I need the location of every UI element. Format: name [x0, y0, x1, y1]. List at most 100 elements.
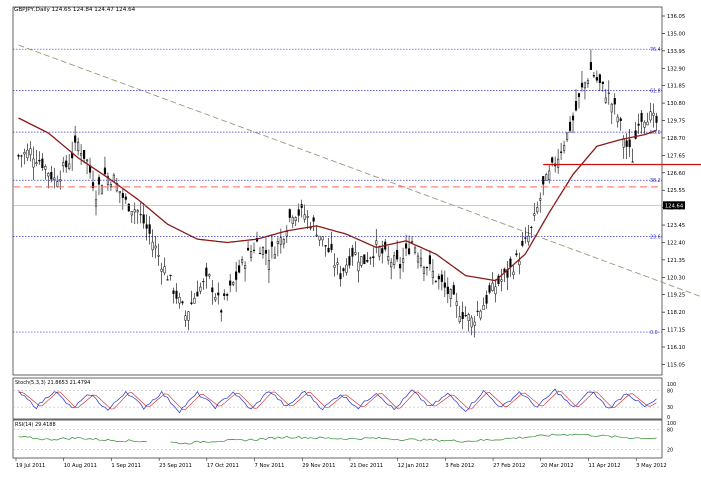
candle-body — [458, 316, 461, 323]
y-tick-label: 117.15 — [667, 328, 685, 334]
candle-body — [196, 291, 199, 297]
candle-body — [252, 249, 256, 251]
candle-body — [452, 285, 455, 295]
candle-body — [476, 310, 479, 312]
candle-body — [473, 321, 476, 326]
candle-body — [595, 77, 598, 81]
x-tick-label: 10 Aug 2011 — [64, 463, 97, 469]
candle-body — [303, 214, 306, 220]
candle-body — [440, 274, 443, 282]
candle-body — [536, 207, 539, 213]
candle-body — [527, 235, 530, 243]
fib-level-label: 61.8 — [650, 88, 661, 94]
candle-body — [172, 290, 175, 294]
candle-body — [223, 293, 226, 296]
candle-body — [309, 227, 312, 229]
rsi-level-label: 100 — [667, 421, 676, 427]
y-tick-label: 136.05 — [667, 14, 685, 20]
candle-body — [574, 101, 578, 111]
candle-body — [53, 177, 56, 180]
candle-body — [276, 241, 279, 244]
candle-body — [509, 258, 512, 268]
candle-body — [74, 135, 77, 143]
candle-body — [315, 234, 318, 237]
stoch-level-label: 0 — [667, 415, 670, 421]
y-tick-label: 121.35 — [667, 258, 685, 264]
candle-body — [202, 281, 205, 283]
candle-body — [241, 259, 244, 263]
candle-body — [17, 154, 20, 157]
candle-body — [109, 184, 112, 188]
rsi-level-label: 80 — [667, 428, 673, 434]
candle-body — [267, 260, 270, 271]
candle-body — [545, 174, 548, 181]
candle-body — [297, 209, 300, 216]
candle-body — [601, 81, 604, 85]
x-tick-label: 17 Oct 2011 — [207, 463, 239, 469]
candle-body — [565, 132, 569, 140]
candle-body — [413, 247, 417, 253]
candle-body — [357, 261, 360, 272]
candle-body — [294, 217, 297, 221]
candle-body — [65, 160, 68, 168]
candle-body — [139, 214, 142, 216]
candle-body — [327, 247, 330, 253]
candle-body — [402, 258, 405, 263]
candle-body — [59, 179, 62, 182]
candle-body — [524, 237, 527, 239]
candle-body — [133, 209, 136, 213]
candle-body — [291, 216, 294, 224]
candle-body — [175, 290, 178, 299]
candle-body — [449, 289, 452, 299]
candle-body — [199, 286, 202, 292]
stoch-label: Stoch(5,3,3) 21.8653 21.4794 — [15, 380, 90, 386]
stoch-main-line — [18, 388, 657, 414]
candle-body — [348, 256, 351, 266]
candle-body — [136, 210, 139, 213]
candle-body — [542, 176, 545, 185]
candle-body — [461, 312, 464, 319]
candle-body — [628, 139, 631, 148]
candle-body — [494, 286, 497, 295]
candle-body — [530, 226, 533, 229]
candle-body — [428, 255, 431, 265]
candle-body — [631, 161, 634, 163]
candle-body — [375, 240, 378, 245]
candle-body — [232, 282, 235, 285]
fib-level-label: 38.2 — [650, 178, 661, 184]
candle-body — [169, 274, 172, 277]
y-tick-label: 128.70 — [667, 136, 685, 142]
candle-body — [378, 247, 381, 257]
rsi-level-label: 20 — [667, 447, 673, 453]
candle-body — [80, 153, 83, 156]
candle-body — [44, 166, 47, 170]
candle-body — [77, 141, 80, 152]
y-tick-label: 125.55 — [667, 188, 685, 194]
stoch-signal-line — [18, 391, 657, 410]
candle-body — [637, 123, 640, 126]
candle-body — [464, 314, 467, 317]
y-tick-label: 126.60 — [667, 171, 685, 177]
candle-body — [431, 270, 434, 278]
candle-body — [407, 248, 411, 255]
candle-body — [324, 245, 327, 247]
y-tick-label: 118.20 — [667, 310, 685, 316]
candle-body — [285, 231, 288, 237]
candle-body — [589, 62, 592, 70]
rsi-plot-frame — [12, 419, 663, 459]
candle-body — [246, 247, 250, 251]
x-tick-label: 23 Sep 2011 — [159, 463, 192, 469]
candle-body — [23, 152, 26, 155]
candle-body — [482, 305, 485, 310]
candle-body — [235, 271, 238, 280]
candle-body — [178, 297, 181, 304]
x-tick-label: 19 Jul 2011 — [16, 463, 45, 469]
candle-body — [446, 286, 449, 295]
candle-body — [106, 175, 110, 185]
stoch-level-label: 80 — [667, 389, 673, 395]
descending-trend-line — [18, 44, 701, 298]
candle-body — [220, 310, 223, 313]
candle-body — [425, 266, 429, 269]
candle-body — [351, 247, 354, 257]
candle-body — [56, 181, 59, 187]
